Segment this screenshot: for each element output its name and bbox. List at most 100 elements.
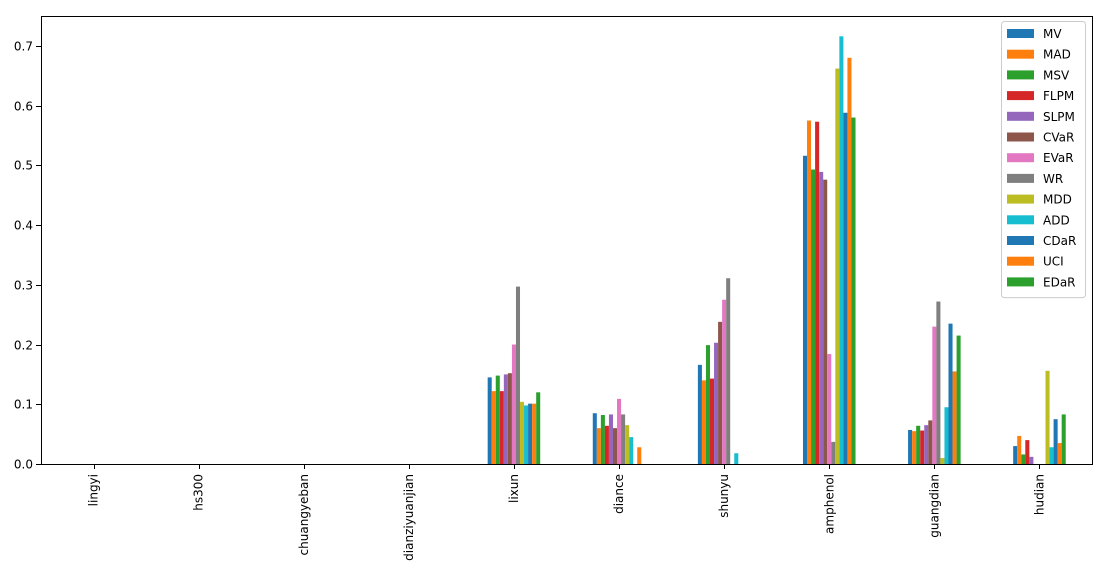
legend-label-mv: MV (1043, 27, 1062, 41)
bar-cdar-guangdian (948, 323, 953, 464)
legend-swatch-mdd (1007, 194, 1034, 204)
bar-mv-amphenol (802, 155, 808, 464)
legend-label-mdd: MDD (1043, 193, 1072, 207)
bar-edar-amphenol (851, 117, 856, 465)
legend-swatch-cdar (1007, 236, 1034, 245)
bar-uci-lixun (532, 403, 537, 464)
x-tick-label: guangdian (927, 474, 941, 538)
bar-add-lixun (524, 405, 529, 464)
bar-msv-hudian (1021, 454, 1026, 464)
x-tick-label: dianziyuanjian (402, 474, 416, 561)
legend-label-edar: EDaR (1043, 275, 1076, 289)
bar-wr-amphenol (831, 441, 836, 464)
bar-mv-hudian (1013, 446, 1018, 464)
bar-flpm-hudian (1025, 440, 1030, 464)
legend-label-mad: MAD (1043, 48, 1071, 62)
bar-msv-shunyu (705, 345, 711, 464)
legend-label-wr: WR (1043, 172, 1063, 186)
legend-swatch-add (1007, 215, 1034, 225)
bar-flpm-amphenol (815, 121, 820, 464)
y-tick-label: 0.7 (14, 40, 33, 54)
bar-flpm-diance (604, 425, 609, 464)
bar-mv-lixun (487, 377, 492, 464)
legend-box (1001, 21, 1086, 299)
y-tick-label: 0.6 (14, 100, 33, 114)
legend-label-slpm: SLPM (1043, 110, 1075, 124)
bar-mdd-amphenol (835, 68, 840, 464)
legend-swatch-wr (1007, 173, 1034, 183)
legend-label-msv: MSV (1043, 68, 1070, 82)
bar-wr-lixun (515, 286, 521, 464)
bar-msv-lixun (495, 375, 500, 464)
legend-swatch-evar (1007, 153, 1034, 163)
bar-uci-hudian (1057, 443, 1062, 464)
bar-mad-diance (596, 428, 601, 464)
bar-edar-hudian (1061, 414, 1066, 464)
bar-cvar-amphenol (823, 179, 828, 465)
bar-cvar-shunyu (718, 321, 723, 464)
bar-edar-guangdian (956, 335, 961, 464)
bar-uci-guangdian (952, 371, 957, 464)
bar-cvar-guangdian (928, 420, 933, 464)
bar-mv-shunyu (697, 364, 702, 464)
bar-uci-amphenol (847, 57, 852, 465)
legend-label-cdar: CDaR (1043, 234, 1076, 248)
legend-swatch-msv (1007, 70, 1034, 80)
bar-evar-amphenol (827, 354, 832, 464)
bar-msv-diance (600, 415, 605, 464)
x-tick-label: lingyi (87, 474, 101, 506)
bar-cdar-hudian (1053, 419, 1058, 464)
bar-evar-shunyu (722, 299, 727, 464)
bar-mdd-diance (625, 425, 630, 464)
bar-evar-lixun (511, 344, 516, 464)
bar-slpm-lixun (503, 374, 508, 464)
bar-flpm-shunyu (710, 378, 715, 464)
x-tick-label: shunyu (717, 474, 731, 518)
y-tick-label: 0.0 (14, 458, 33, 472)
bar-mdd-hudian (1045, 370, 1050, 464)
bar-msv-amphenol (811, 169, 816, 465)
bar-mv-diance (592, 413, 597, 464)
legend-swatch-edar (1007, 277, 1034, 287)
bar-wr-shunyu (726, 278, 731, 464)
legend-swatch-mv (1007, 29, 1034, 38)
bar-wr-guangdian (936, 301, 941, 464)
bar-mdd-guangdian (940, 458, 945, 464)
bar-add-guangdian (944, 407, 949, 464)
x-tick-label: amphenol (822, 474, 836, 534)
plot-frame (41, 16, 1093, 465)
bar-layer (487, 36, 1066, 465)
bar-wr-diance (621, 414, 626, 464)
legend-swatch-uci (1007, 256, 1034, 266)
y-tick-label: 0.2 (14, 339, 33, 353)
bar-mad-guangdian (912, 431, 917, 464)
bar-cdar-lixun (528, 403, 533, 464)
y-tick-label: 0.5 (14, 159, 33, 173)
x-tick-label: hs300 (192, 474, 206, 511)
bar-add-diance (629, 437, 634, 464)
bar-flpm-guangdian (920, 430, 925, 464)
bar-add-shunyu (734, 453, 739, 464)
y-tick-label: 0.1 (14, 398, 33, 412)
x-tick-label: chuangyeban (297, 474, 311, 555)
bar-slpm-shunyu (714, 342, 719, 464)
bar-add-hudian (1049, 447, 1054, 464)
bar-cdar-amphenol (843, 112, 848, 464)
bar-evar-diance (617, 398, 622, 464)
y-axis: 0.0 0.1 0.2 0.3 0.4 0.5 0.6 0.7 (14, 40, 41, 472)
legend-swatch-flpm (1007, 91, 1034, 101)
bar-mad-amphenol (807, 120, 812, 465)
bar-msv-guangdian (916, 425, 921, 464)
x-tick-label: hudian (1032, 474, 1046, 515)
bar-cvar-lixun (507, 373, 512, 464)
legend-label-cvar: CVaR (1043, 131, 1074, 145)
x-tick-label: diance (612, 474, 626, 514)
bar-edar-lixun (536, 392, 541, 464)
bar-slpm-guangdian (924, 425, 929, 464)
bar-mv-guangdian (908, 429, 913, 464)
bar-uci-diance (637, 447, 642, 464)
y-tick-label: 0.3 (14, 279, 33, 293)
legend-swatch-cvar (1007, 132, 1034, 142)
legend-swatch-slpm (1007, 111, 1034, 121)
